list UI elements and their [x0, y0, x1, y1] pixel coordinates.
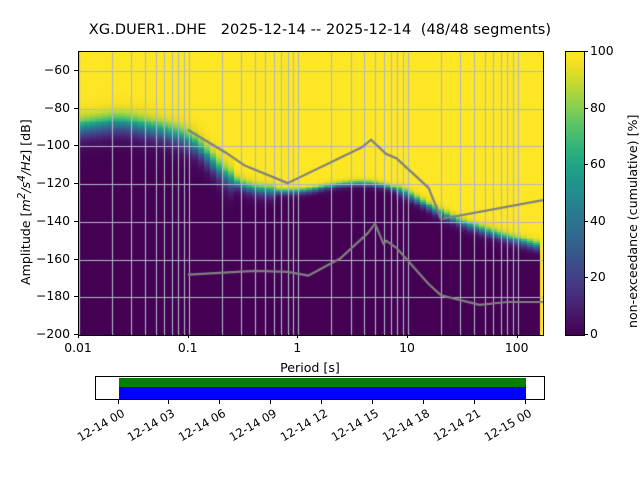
timeline-coverage-bar [118, 387, 526, 399]
y-tick-mark [74, 183, 78, 185]
x-tick-mark-minor [292, 334, 294, 337]
x-tick-mark-minor [111, 334, 113, 337]
x-axis-label-text: Period [s] [280, 360, 340, 375]
timeline-tick-mark [525, 400, 527, 404]
colorbar-tick-label: 40 [590, 212, 606, 228]
x-tick-mark-minor [163, 334, 165, 337]
x-tick-mark-minor [155, 334, 157, 337]
timeline-tick-mark [219, 400, 221, 404]
y-tick-label: −160 [35, 250, 70, 266]
y-tick-mark [74, 334, 78, 336]
ppsd-heatmap-canvas [79, 52, 543, 335]
x-tick-label: 100 [504, 340, 529, 355]
x-tick-mark-major [297, 334, 299, 338]
x-tick-mark-major [407, 334, 409, 338]
colorbar-tick-mark [584, 108, 588, 110]
x-tick-label: 1 [293, 340, 302, 355]
timeline-tick-mark [118, 400, 120, 404]
x-tick-mark-minor [264, 334, 266, 337]
colorbar-label-text: non-exceedance (cumulative) [%] [625, 114, 640, 328]
y-tick-label: −120 [35, 175, 70, 191]
colorbar-gradient [566, 52, 584, 335]
colorbar[interactable] [565, 51, 585, 336]
colorbar-tick-label: 80 [590, 99, 606, 115]
y-tick-label: −200 [35, 326, 70, 341]
x-tick-mark-minor [273, 334, 275, 337]
x-tick-mark-minor [254, 334, 256, 337]
y-tick-mark [74, 70, 78, 72]
x-tick-mark-minor [500, 334, 502, 337]
colorbar-tick-mark [584, 164, 588, 166]
data-coverage-timeline[interactable] [95, 376, 545, 400]
y-tick-mark [74, 296, 78, 298]
y-tick-label: −180 [35, 288, 70, 304]
x-tick-label: 0.01 [64, 340, 92, 355]
timeline-data-bar [118, 378, 526, 387]
page-title: XG.DUER1..DHE 2025-12-14 -- 2025-12-14 (… [88, 22, 552, 38]
colorbar-tick-mark [584, 221, 588, 223]
x-tick-mark-minor [512, 334, 514, 337]
x-tick-mark-minor [221, 334, 223, 337]
x-tick-mark-minor [506, 334, 508, 337]
y-tick-mark [74, 108, 78, 110]
colorbar-tick-label: 20 [590, 269, 606, 285]
y-tick-label: −60 [43, 61, 70, 77]
y-tick-mark [74, 221, 78, 223]
y-tick-label: −80 [43, 99, 70, 115]
x-tick-mark-minor [492, 334, 494, 337]
x-tick-mark-minor [330, 334, 332, 337]
x-tick-mark-minor [390, 334, 392, 337]
x-tick-mark-minor [240, 334, 242, 337]
timeline-tick-mark [474, 400, 476, 404]
timeline-tick-mark [372, 400, 374, 404]
ppsd-plot-area[interactable] [78, 51, 544, 336]
colorbar-tick-mark [584, 51, 588, 53]
colorbar-tick-label: 0 [590, 326, 598, 341]
y-tick-mark [74, 259, 78, 261]
x-tick-mark-minor [473, 334, 475, 337]
x-tick-mark-minor [363, 334, 365, 337]
x-tick-mark-minor [183, 334, 185, 337]
x-tick-mark-major [188, 334, 190, 338]
y-tick-mark [74, 145, 78, 147]
x-tick-mark-minor [287, 334, 289, 337]
colorbar-tick-label: 100 [590, 43, 614, 58]
x-tick-mark-minor [484, 334, 486, 337]
colorbar-tick-mark [584, 277, 588, 279]
colorbar-tick-label: 60 [590, 156, 606, 172]
timeline-tick-mark [168, 400, 170, 404]
x-tick-mark-minor [440, 334, 442, 337]
timeline-tick-mark [423, 400, 425, 404]
x-tick-mark-minor [383, 334, 385, 337]
timeline-tick-mark [270, 400, 272, 404]
x-tick-mark-minor [177, 334, 179, 337]
x-tick-mark-minor [402, 334, 404, 337]
y-tick-label: −140 [35, 212, 70, 228]
x-tick-mark-major [517, 334, 519, 338]
x-tick-mark-minor [374, 334, 376, 337]
y-tick-label: −100 [35, 137, 70, 153]
x-tick-mark-minor [130, 334, 132, 337]
x-tick-mark-minor [144, 334, 146, 337]
x-tick-mark-minor [396, 334, 398, 337]
x-tick-label: 10 [399, 340, 415, 355]
colorbar-tick-mark [584, 334, 588, 336]
x-tick-mark-major [78, 334, 80, 338]
x-tick-mark-minor [350, 334, 352, 337]
x-tick-mark-minor [171, 334, 173, 337]
timeline-tick-mark [321, 400, 323, 404]
x-tick-label: 0.1 [177, 340, 198, 355]
x-tick-mark-minor [459, 334, 461, 337]
x-tick-mark-minor [280, 334, 282, 337]
